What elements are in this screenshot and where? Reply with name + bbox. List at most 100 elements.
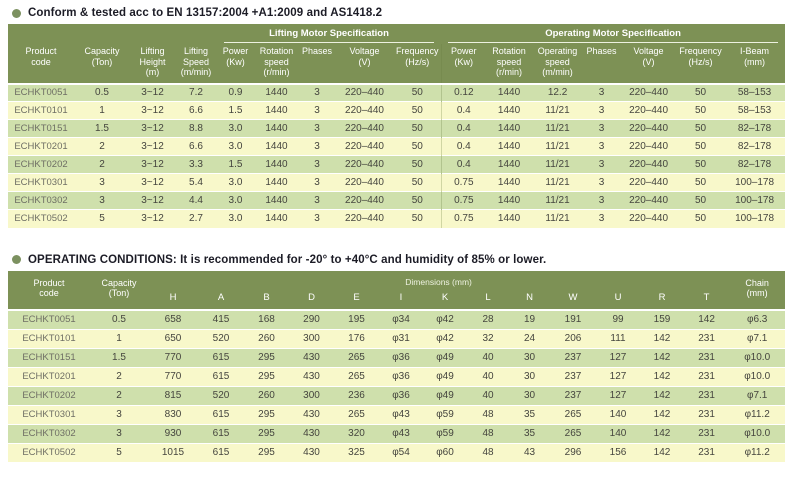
value-cell: 3 <box>583 137 621 156</box>
value-cell: 3~12 <box>130 83 175 102</box>
value-cell: 50 <box>394 119 442 138</box>
value-cell: 11/21 <box>532 119 584 138</box>
value-cell: 0.4 <box>440 119 487 138</box>
value-cell: 3.0 <box>217 209 254 228</box>
value-cell: 1440 <box>486 119 533 138</box>
value-cell: 3 <box>583 191 621 210</box>
value-cell: 237 <box>550 366 596 386</box>
value-cell: 236 <box>334 385 379 405</box>
value-cell: 3.0 <box>217 191 254 210</box>
value-cell: 3 <box>90 404 148 424</box>
value-cell: 0.4 <box>440 101 487 120</box>
value-cell: 82–178 <box>724 155 786 174</box>
table-row: ECHKT0502 5 3~12 2.7 3.0 1440 3 220–440 50 0.75 14… <box>8 209 786 228</box>
value-cell: 5.4 <box>175 173 217 192</box>
value-cell: 127 <box>596 385 640 405</box>
value-cell: 0.5 <box>90 309 148 329</box>
value-cell: 1.5 <box>74 119 130 138</box>
value-cell: 220–440 <box>335 155 394 174</box>
value-cell: 231 <box>684 423 730 443</box>
value-cell: φ34 <box>379 309 423 329</box>
value-cell: 237 <box>550 347 596 367</box>
product-code-cell: ECHKT0101 <box>8 101 74 120</box>
value-cell: 231 <box>684 385 730 405</box>
product-code-cell: ECHKT0202 <box>8 155 74 174</box>
value-cell: 430 <box>289 423 334 443</box>
value-cell: 260 <box>244 328 289 348</box>
value-cell: 231 <box>684 328 730 348</box>
conformity-title: Conform & tested acc to EN 13157:2004 +A… <box>28 7 383 19</box>
value-cell: 0.5 <box>74 83 130 102</box>
value-cell: 140 <box>596 423 640 443</box>
value-cell: 50 <box>394 191 442 210</box>
value-cell: 99 <box>596 309 640 329</box>
value-cell: φ49 <box>423 347 467 367</box>
product-code-cell: ECHKT0051 <box>8 83 74 102</box>
value-cell: 3~12 <box>130 101 175 120</box>
column-header: W <box>550 291 596 311</box>
value-cell: 325 <box>334 442 379 462</box>
column-header: Lifting Height (m) <box>130 44 175 85</box>
value-cell: 770 <box>148 347 198 367</box>
motor-spec-group-row: Lifting Motor Specification Operating Mo… <box>8 24 786 44</box>
value-cell: 231 <box>684 442 730 462</box>
value-cell: 295 <box>244 347 289 367</box>
value-cell: 231 <box>684 347 730 367</box>
product-code-cell: ECHKT0302 <box>8 423 90 443</box>
column-header: I-Beam (mm) <box>724 44 786 85</box>
value-cell: 50 <box>677 83 725 102</box>
column-header: D <box>289 291 334 311</box>
value-cell: 100–178 <box>724 191 786 210</box>
value-cell: 50 <box>394 209 442 228</box>
column-header: Capacity (Ton) <box>74 44 130 85</box>
value-cell: 142 <box>640 423 684 443</box>
table-row: ECHKT0502 5 1015 615 295 430 325 φ54 φ60 48 43 296 1… <box>8 442 786 462</box>
dimensions-body: ECHKT0051 0.5 658 415 168 290 195 φ34 φ42 28 19 191… <box>8 309 786 462</box>
value-cell: 220–440 <box>620 155 678 174</box>
value-cell: 1440 <box>254 209 299 228</box>
value-cell: 3 <box>299 119 335 138</box>
value-cell: 48 <box>467 404 509 424</box>
value-cell: 50 <box>394 101 442 120</box>
product-code-cell: ECHKT0502 <box>8 442 90 462</box>
column-header: K <box>423 291 467 311</box>
value-cell: 0.4 <box>440 137 487 156</box>
value-cell: 11/21 <box>532 209 584 228</box>
value-cell: 265 <box>334 366 379 386</box>
value-cell: 6.6 <box>175 101 217 120</box>
product-code-cell: ECHKT0302 <box>8 191 74 210</box>
column-header: Lifting Speed (m/min) <box>175 44 217 85</box>
motor-spec-body: ECHKT0051 0.5 3~12 7.2 0.9 1440 3 220–440 50 0.12… <box>8 83 786 228</box>
value-cell: 40 <box>467 385 509 405</box>
value-cell: 2 <box>90 366 148 386</box>
table-row: ECHKT0151 1.5 3~12 8.8 3.0 1440 3 220–440 50 0.4 1… <box>8 119 786 138</box>
value-cell: 300 <box>289 385 334 405</box>
value-cell: φ7.1 <box>729 385 786 405</box>
value-cell: 220–440 <box>620 191 678 210</box>
value-cell: 3 <box>583 155 621 174</box>
value-cell: 415 <box>198 309 244 329</box>
value-cell: 220–440 <box>620 209 678 228</box>
value-cell: φ36 <box>379 385 423 405</box>
value-cell: φ6.3 <box>729 309 786 329</box>
value-cell: 50 <box>394 83 442 102</box>
value-cell: 195 <box>334 309 379 329</box>
value-cell: 50 <box>677 155 725 174</box>
value-cell: 19 <box>509 309 550 329</box>
column-header: Voltage (V) <box>620 44 678 85</box>
value-cell: 35 <box>509 404 550 424</box>
value-cell: 8.8 <box>175 119 217 138</box>
value-cell: 2.7 <box>175 209 217 228</box>
value-cell: φ10.0 <box>729 366 786 386</box>
value-cell: 300 <box>289 328 334 348</box>
value-cell: 0.9 <box>217 83 254 102</box>
table-row: ECHKT0101 1 650 520 260 300 176 φ31 φ42 32 24 206 11… <box>8 328 786 348</box>
value-cell: 3 <box>583 119 621 138</box>
value-cell: 1440 <box>254 137 299 156</box>
value-cell: 12.2 <box>532 83 584 102</box>
value-cell: 295 <box>244 423 289 443</box>
product-code-cell: ECHKT0502 <box>8 209 74 228</box>
value-cell: 5 <box>90 442 148 462</box>
value-cell: 290 <box>289 309 334 329</box>
